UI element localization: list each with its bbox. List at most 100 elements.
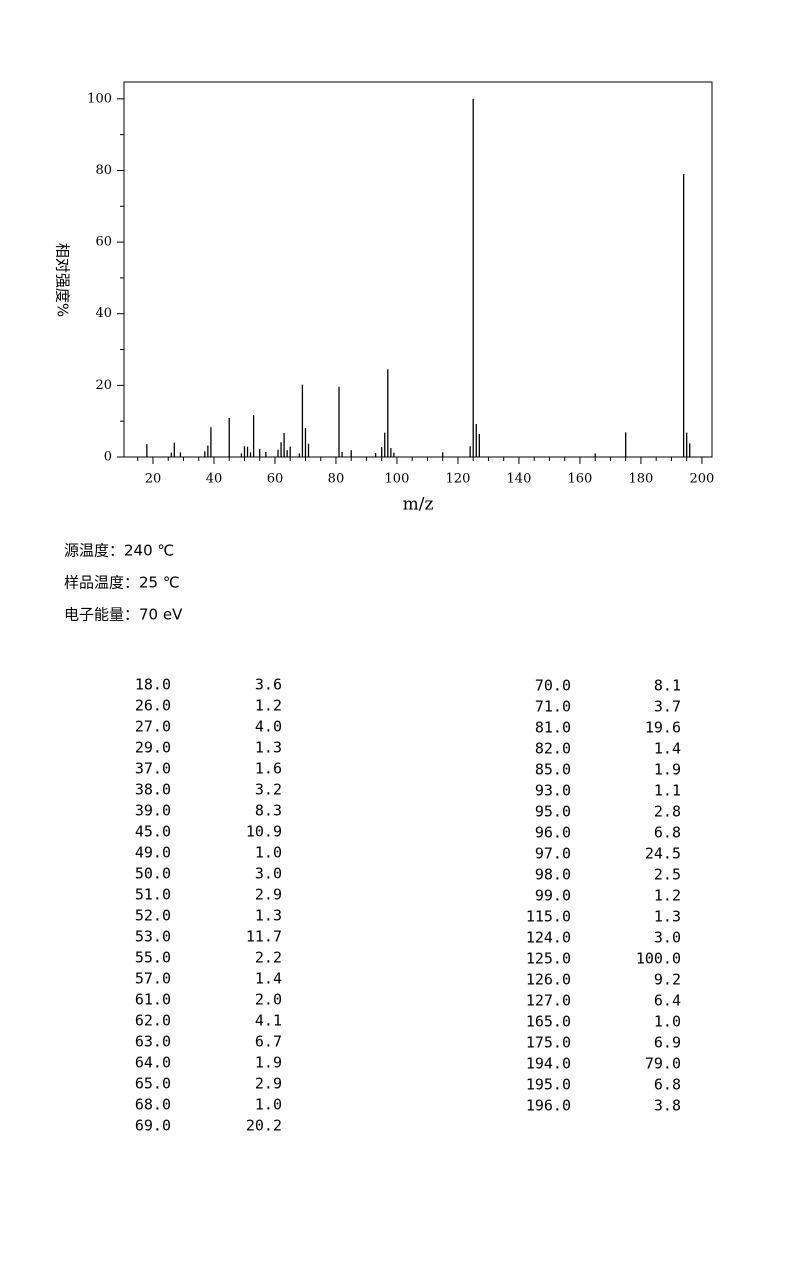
peak-intensity: 1.3	[654, 908, 681, 926]
peak-mass: 29.0	[135, 739, 171, 757]
y-axis-label: 相对强度%	[54, 243, 72, 317]
peak-mass: 37.0	[135, 760, 171, 778]
peak-intensity: 8.3	[255, 802, 282, 820]
peak-intensity: 4.1	[255, 1012, 282, 1030]
condition: 电子能量：70 eV	[64, 606, 183, 624]
x-tick-label: 120	[446, 472, 471, 487]
peak-mass: 69.0	[135, 1117, 171, 1135]
peak-mass: 63.0	[135, 1033, 171, 1051]
peak-mass: 70.0	[535, 677, 571, 695]
peak-intensity: 3.6	[255, 676, 282, 694]
peak-mass: 18.0	[135, 676, 171, 694]
peak-mass: 45.0	[135, 823, 171, 841]
x-tick-label: 140	[507, 472, 532, 487]
peak-intensity: 3.8	[654, 1097, 681, 1115]
y-tick-label: 0	[104, 450, 112, 465]
peak-intensity: 20.2	[246, 1117, 282, 1135]
x-tick-label: 180	[629, 472, 654, 487]
peak-mass: 57.0	[135, 970, 171, 988]
peak-intensity: 19.6	[645, 719, 681, 737]
peak-intensity: 6.8	[654, 824, 681, 842]
y-tick-label: 40	[95, 306, 112, 321]
peak-mass: 125.0	[526, 950, 571, 968]
peak-intensity: 4.0	[255, 718, 282, 736]
peak-mass: 39.0	[135, 802, 171, 820]
peak-mass: 65.0	[135, 1075, 171, 1093]
condition: 样品温度：25 ℃	[64, 574, 180, 592]
peak-mass: 195.0	[526, 1076, 571, 1094]
peak-mass: 127.0	[526, 992, 571, 1010]
peak-intensity: 2.9	[255, 1075, 282, 1093]
peak-mass: 196.0	[526, 1097, 571, 1115]
y-tick-label: 80	[95, 163, 112, 178]
y-tick-label: 60	[95, 235, 112, 250]
peak-mass: 98.0	[535, 866, 571, 884]
plot-frame	[123, 81, 713, 458]
peak-intensity: 1.9	[255, 1054, 282, 1072]
x-axis-label: m/z	[403, 495, 434, 515]
peak-mass: 165.0	[526, 1013, 571, 1031]
peak-intensity: 1.4	[255, 970, 282, 988]
peak-mass: 49.0	[135, 844, 171, 862]
x-tick-label: 60	[267, 472, 284, 487]
peak-intensity: 3.2	[255, 781, 282, 799]
x-tick-label: 160	[568, 472, 593, 487]
x-tick-label: 20	[145, 472, 162, 487]
peak-intensity: 1.4	[654, 740, 681, 758]
peak-mass: 38.0	[135, 781, 171, 799]
peak-mass: 50.0	[135, 865, 171, 883]
peak-intensity: 6.9	[654, 1034, 681, 1052]
peak-intensity: 6.8	[654, 1076, 681, 1094]
peak-intensity: 1.2	[255, 697, 282, 715]
peak-intensity: 11.7	[246, 928, 282, 946]
peak-mass: 61.0	[135, 991, 171, 1009]
peak-mass: 175.0	[526, 1034, 571, 1052]
peak-mass: 52.0	[135, 907, 171, 925]
peak-intensity: 10.9	[246, 823, 282, 841]
peak-intensity: 1.0	[654, 1013, 681, 1031]
peak-intensity: 1.1	[654, 782, 681, 800]
peak-mass: 51.0	[135, 886, 171, 904]
peak-mass: 85.0	[535, 761, 571, 779]
peak-mass: 81.0	[535, 719, 571, 737]
peak-mass: 82.0	[535, 740, 571, 758]
peak-mass: 124.0	[526, 929, 571, 947]
peak-mass: 115.0	[526, 908, 571, 926]
peak-mass: 99.0	[535, 887, 571, 905]
peak-intensity: 100.0	[636, 950, 681, 968]
peak-mass: 71.0	[535, 698, 571, 716]
peak-intensity: 6.7	[255, 1033, 282, 1051]
x-tick-label: 80	[328, 472, 345, 487]
peak-intensity: 3.0	[654, 929, 681, 947]
peak-intensity: 3.0	[255, 865, 282, 883]
peak-mass: 64.0	[135, 1054, 171, 1072]
peak-intensity: 2.0	[255, 991, 282, 1009]
peak-mass: 126.0	[526, 971, 571, 989]
peak-intensity: 8.1	[654, 677, 681, 695]
y-tick-label: 100	[87, 91, 112, 106]
peak-mass: 27.0	[135, 718, 171, 736]
peak-intensity: 6.4	[654, 992, 681, 1010]
peak-intensity: 1.9	[654, 761, 681, 779]
peak-intensity: 3.7	[654, 698, 681, 716]
peak-intensity: 1.6	[255, 760, 282, 778]
peak-mass: 53.0	[135, 928, 171, 946]
peak-intensity: 2.9	[255, 886, 282, 904]
peak-intensity: 1.0	[255, 1096, 282, 1114]
peak-intensity: 24.5	[645, 845, 681, 863]
peak-intensity: 9.2	[654, 971, 681, 989]
x-tick-label: 200	[690, 472, 715, 487]
peak-intensity: 1.3	[255, 739, 282, 757]
peak-mass: 55.0	[135, 949, 171, 967]
peak-mass: 97.0	[535, 845, 571, 863]
y-tick-label: 20	[95, 378, 112, 393]
peak-intensity: 1.2	[654, 887, 681, 905]
peak-intensity: 1.0	[255, 844, 282, 862]
peak-mass: 93.0	[535, 782, 571, 800]
peak-intensity: 2.8	[654, 803, 681, 821]
peak-mass: 68.0	[135, 1096, 171, 1114]
x-tick-label: 40	[206, 472, 223, 487]
peak-mass: 26.0	[135, 697, 171, 715]
peak-mass: 95.0	[535, 803, 571, 821]
